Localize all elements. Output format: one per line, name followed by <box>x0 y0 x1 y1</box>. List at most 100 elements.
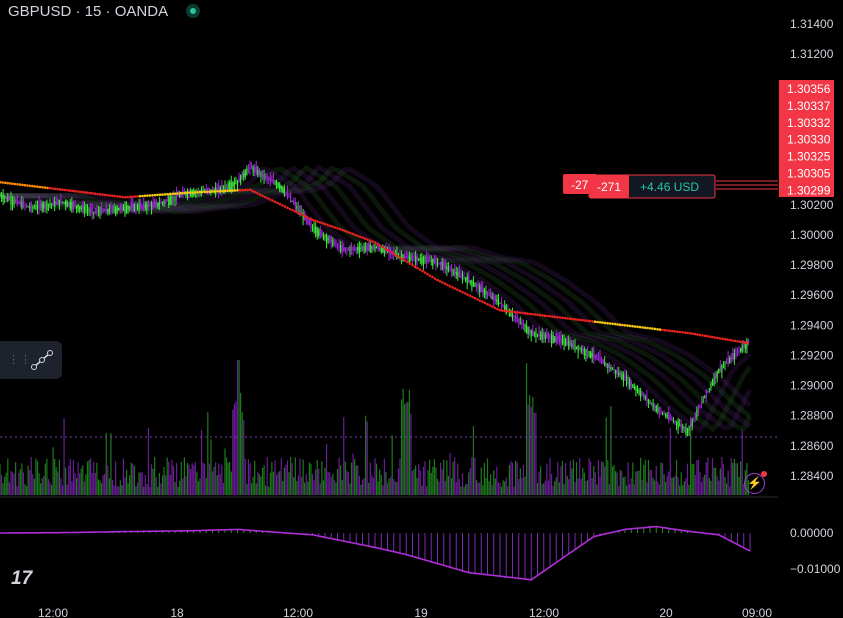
candle-body <box>129 207 131 209</box>
volume-bar <box>505 477 507 495</box>
volume-bar <box>266 457 268 495</box>
candle-body <box>16 197 18 206</box>
candle-body <box>519 322 521 324</box>
volume-bar <box>258 473 260 495</box>
candle-body <box>4 197 6 199</box>
drawing-toolbar[interactable]: ⋮⋮ <box>0 341 62 379</box>
volume-bar <box>419 470 421 495</box>
ma-point <box>568 317 572 321</box>
volume-bar <box>5 472 7 495</box>
ma-point <box>663 328 667 332</box>
ma-point <box>156 193 159 197</box>
candle-body <box>444 262 446 270</box>
ma-point <box>333 226 337 229</box>
volume-bar <box>507 486 509 495</box>
volume-bar <box>322 480 325 495</box>
candle-body <box>525 325 528 334</box>
ma-point <box>403 259 407 262</box>
ma-point <box>326 223 329 227</box>
candle-body <box>632 384 634 388</box>
volume-bar <box>361 479 364 495</box>
lightning-icon[interactable]: ⚡ <box>744 471 767 494</box>
candle-body <box>486 292 489 295</box>
ma-point <box>353 233 357 237</box>
time-tick-label: 12:00 <box>38 606 68 618</box>
ma-point <box>711 335 714 339</box>
volume-bar <box>132 463 134 495</box>
candle-body <box>547 333 550 339</box>
volume-bar <box>99 480 101 495</box>
candle-body <box>324 235 326 238</box>
volume-bar <box>407 402 409 495</box>
ma-point <box>743 341 747 344</box>
market-status-icon[interactable] <box>186 4 200 18</box>
ma-point <box>486 302 489 306</box>
symbol-header[interactable]: GBPUSD · 15 · OANDA <box>8 3 169 20</box>
candle-body <box>99 208 101 217</box>
ma-point <box>698 333 702 337</box>
volume-bar <box>657 481 659 495</box>
candle-body <box>579 348 581 350</box>
ma-point <box>531 312 534 316</box>
ma-point <box>233 189 237 192</box>
volume-bar <box>561 461 564 495</box>
volume-bar <box>618 486 620 495</box>
volume-bar <box>493 470 495 495</box>
candle-body <box>279 183 281 190</box>
ma-point <box>443 282 447 286</box>
ma-point <box>476 298 479 301</box>
candle-body <box>366 243 368 251</box>
candle-body <box>266 175 268 180</box>
candle-body <box>436 259 439 267</box>
volume-bar <box>247 459 250 495</box>
candle-body <box>627 376 629 384</box>
candle-body <box>657 408 659 411</box>
candle-body <box>33 206 35 208</box>
price-tick-label: 1.29800 <box>790 258 834 272</box>
volume-bar <box>580 478 582 495</box>
candle-body <box>535 332 537 338</box>
grip-dots-icon[interactable]: ⋮⋮ <box>8 354 32 366</box>
volume-bar <box>511 462 514 495</box>
line-tool-icon[interactable] <box>30 349 54 371</box>
volume-bar <box>536 482 539 495</box>
volume-bar <box>296 481 298 495</box>
volume-bar <box>91 473 93 495</box>
candle-body <box>724 364 726 366</box>
candle-body <box>663 413 665 415</box>
ma-point <box>433 277 437 280</box>
ma-point <box>693 332 697 336</box>
candle-body <box>238 176 240 183</box>
volume-bar <box>279 471 281 495</box>
volume-bars <box>0 359 750 495</box>
candle-body <box>155 200 157 208</box>
ma-point <box>303 215 307 218</box>
ma-point <box>431 275 434 279</box>
position-line[interactable]: -27 -271 +4.46 USD <box>563 174 778 199</box>
volume-bar <box>563 484 565 495</box>
time-axis[interactable]: 12:00 18 12:00 19 12:00 20 09:00 <box>38 606 772 618</box>
tradingview-logo[interactable]: 17 <box>11 568 33 589</box>
volume-bar <box>604 466 606 495</box>
ma-point <box>633 325 637 328</box>
oscillator-axis[interactable]: 0.00000 −0.01000 <box>790 526 841 576</box>
ma-point <box>601 321 604 324</box>
ma-point <box>371 240 374 243</box>
candle-body <box>350 247 353 251</box>
volume-bar <box>713 467 715 495</box>
volume-bar <box>190 468 192 495</box>
volume-bar <box>2 483 4 495</box>
volume-bar <box>22 472 25 495</box>
ma-point <box>478 299 482 302</box>
price-tick-label: 1.28600 <box>790 439 834 453</box>
price-axis[interactable]: 1.31400 1.31200 1.30200 1.30000 1.29800 1.296… <box>790 17 834 483</box>
candle-body <box>374 245 376 250</box>
ma-point <box>228 189 232 192</box>
candle-body <box>644 397 646 399</box>
candle-body <box>338 243 340 249</box>
volume-bar <box>575 462 578 495</box>
volume-bar <box>460 486 462 495</box>
ma-point <box>606 321 609 325</box>
ma-point <box>471 295 474 299</box>
